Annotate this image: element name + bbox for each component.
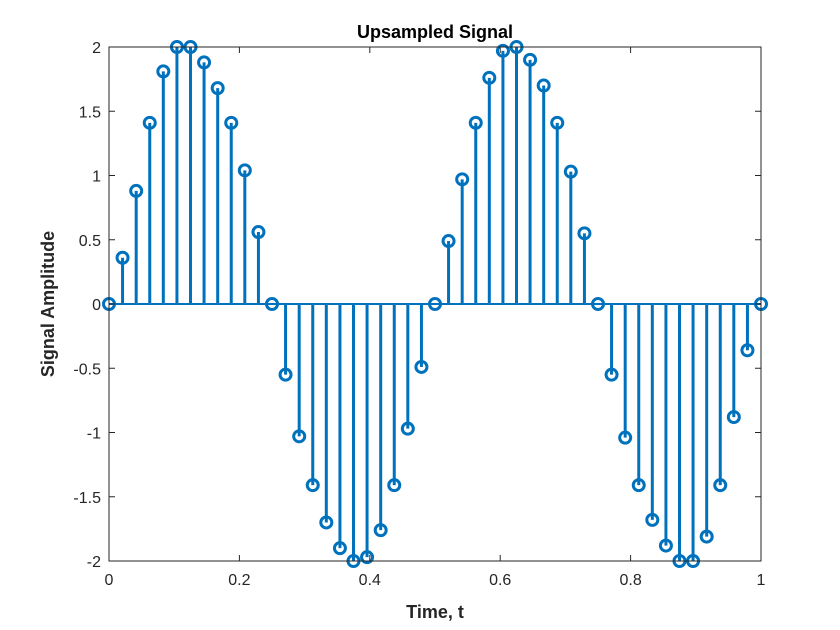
- stem-marker: [387, 478, 402, 493]
- y-tick-label: 2: [92, 40, 101, 57]
- stem-marker: [468, 115, 483, 130]
- stem-marker: [156, 64, 171, 79]
- stem-marker: [618, 430, 633, 445]
- y-tick-label: -0.5: [73, 361, 101, 378]
- stem-marker: [591, 297, 605, 311]
- y-tick-label: 1.5: [79, 104, 101, 121]
- stem-marker: [713, 478, 728, 493]
- stem-marker: [414, 359, 429, 374]
- stem-marker: [251, 225, 266, 240]
- stem-marker: [726, 410, 741, 425]
- stem-marker: [319, 515, 334, 530]
- stem-marker: [305, 478, 320, 493]
- stem-marker: [441, 234, 456, 249]
- stem-marker: [360, 550, 375, 565]
- x-axis: 0 0.2 0.4 0.6 0.8 1: [105, 47, 766, 589]
- stem-marker: [400, 421, 415, 436]
- stem-marker: [292, 429, 307, 444]
- y-tick-label: 0: [92, 297, 101, 314]
- stem-marker: [129, 183, 144, 198]
- stem-marker: [210, 81, 225, 96]
- stem-marker: [373, 523, 388, 538]
- y-tick-label: -2: [87, 554, 101, 571]
- stem-marker: [428, 297, 442, 311]
- y-axis-label: Signal Amplitude: [38, 231, 58, 377]
- stem-marker: [495, 43, 510, 58]
- stem-marker: [645, 512, 660, 527]
- stem-marker: [455, 172, 470, 187]
- stem-marker: [265, 297, 279, 311]
- x-axis-label: Time, t: [406, 602, 464, 622]
- x-tick-label: 1: [757, 572, 766, 589]
- x-tick-label: 0.2: [228, 572, 250, 589]
- stem-marker: [142, 115, 157, 130]
- x-tick-label: 0.8: [619, 572, 641, 589]
- stem-marker: [604, 367, 619, 382]
- y-tick-label: 0.5: [79, 233, 101, 250]
- stem-marker: [197, 55, 212, 70]
- stem-marker: [699, 529, 714, 544]
- x-tick-label: 0.6: [489, 572, 511, 589]
- stem-marker: [482, 70, 497, 85]
- stem-marker: [740, 343, 755, 358]
- x-tick-label: 0.4: [359, 572, 381, 589]
- stem-marker: [332, 541, 347, 556]
- stem-marker: [523, 52, 538, 67]
- stem-marker: [658, 538, 673, 553]
- stem-marker: [237, 163, 252, 178]
- stem-series: [102, 40, 768, 568]
- stem-marker: [224, 115, 239, 130]
- stem-marker: [536, 78, 551, 93]
- chart-title: Upsampled Signal: [357, 22, 513, 42]
- stem-marker: [577, 226, 592, 241]
- x-tick-label: 0: [105, 572, 114, 589]
- stem-marker: [631, 478, 646, 493]
- stem-marker: [550, 115, 565, 130]
- y-tick-label: -1: [87, 426, 101, 443]
- stem-marker: [563, 164, 578, 179]
- y-tick-label: -1.5: [73, 490, 101, 507]
- stem-marker: [115, 250, 130, 265]
- stem-marker: [278, 367, 293, 382]
- y-axis: -2 -1.5 -1 -0.5 0 0.5 1 1.5 2: [73, 40, 761, 571]
- y-tick-label: 1: [92, 169, 101, 186]
